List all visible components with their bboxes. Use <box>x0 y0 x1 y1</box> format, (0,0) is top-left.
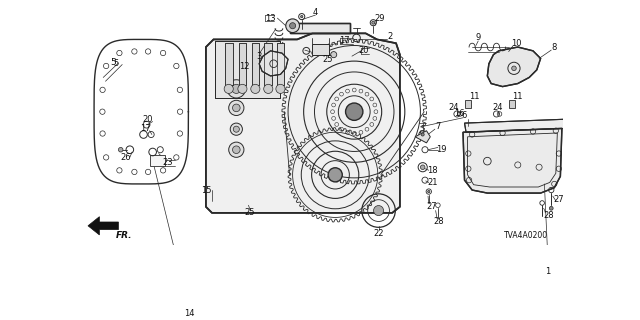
Circle shape <box>428 190 430 193</box>
Bar <box>150 155 165 166</box>
Bar <box>264 43 272 85</box>
Text: 23: 23 <box>163 158 173 167</box>
Bar <box>312 44 329 55</box>
Circle shape <box>251 84 260 93</box>
Text: 29: 29 <box>374 14 385 23</box>
Polygon shape <box>415 131 430 143</box>
Text: 21: 21 <box>428 178 438 187</box>
Circle shape <box>328 168 342 182</box>
Circle shape <box>421 133 424 136</box>
Circle shape <box>420 165 425 170</box>
Circle shape <box>372 21 375 24</box>
Text: 3: 3 <box>257 52 262 61</box>
Circle shape <box>374 205 383 216</box>
Text: 8: 8 <box>552 43 557 52</box>
Circle shape <box>227 80 246 98</box>
Text: 26: 26 <box>120 153 131 162</box>
Text: 11: 11 <box>469 92 479 101</box>
Text: 12: 12 <box>239 61 249 70</box>
Text: 25: 25 <box>323 55 333 64</box>
Text: 5: 5 <box>113 59 119 68</box>
Text: 4: 4 <box>313 8 318 17</box>
Circle shape <box>232 146 240 154</box>
Circle shape <box>232 104 240 112</box>
Circle shape <box>331 52 337 58</box>
Polygon shape <box>463 128 562 193</box>
Text: 18: 18 <box>428 166 438 175</box>
Text: 27: 27 <box>426 202 437 211</box>
Text: 11: 11 <box>513 92 523 101</box>
Circle shape <box>512 66 516 71</box>
Bar <box>225 43 232 85</box>
Circle shape <box>286 19 300 33</box>
Polygon shape <box>88 217 118 235</box>
Text: 27: 27 <box>554 195 564 204</box>
Text: 1: 1 <box>545 267 551 276</box>
Bar <box>215 41 280 98</box>
Text: 20: 20 <box>143 115 154 124</box>
Text: 14: 14 <box>184 309 195 318</box>
Text: 9: 9 <box>476 33 481 43</box>
Polygon shape <box>465 119 565 132</box>
Circle shape <box>346 103 363 120</box>
Text: 16: 16 <box>454 109 465 118</box>
Circle shape <box>228 100 244 116</box>
Circle shape <box>289 23 296 29</box>
Bar <box>252 43 259 85</box>
Polygon shape <box>487 47 541 87</box>
Text: 17: 17 <box>339 36 349 45</box>
Text: 25: 25 <box>244 208 255 217</box>
Bar <box>252 43 259 85</box>
Bar <box>239 43 246 85</box>
Text: 2: 2 <box>387 32 392 41</box>
Text: 22: 22 <box>373 229 384 238</box>
Circle shape <box>228 142 244 157</box>
Text: 17: 17 <box>140 124 150 133</box>
Bar <box>225 43 232 85</box>
Text: 20: 20 <box>359 46 369 55</box>
Bar <box>509 100 515 108</box>
Circle shape <box>234 126 239 132</box>
Circle shape <box>264 84 273 93</box>
Circle shape <box>224 84 234 93</box>
Text: 13: 13 <box>265 14 276 23</box>
Text: 7: 7 <box>435 123 440 132</box>
Circle shape <box>230 123 243 135</box>
Bar <box>465 100 472 108</box>
Text: TVA4A0200: TVA4A0200 <box>504 231 548 240</box>
Polygon shape <box>289 23 351 33</box>
Text: 6: 6 <box>462 111 467 120</box>
Circle shape <box>232 84 241 93</box>
Bar <box>215 41 280 98</box>
Text: 24: 24 <box>449 103 459 112</box>
Circle shape <box>549 206 553 210</box>
Text: 10: 10 <box>511 39 522 48</box>
Text: 19: 19 <box>436 145 447 154</box>
Bar <box>276 43 284 85</box>
Text: 24: 24 <box>493 103 503 112</box>
Bar <box>264 43 272 85</box>
Text: 28: 28 <box>433 218 444 227</box>
Text: 28: 28 <box>543 212 554 220</box>
Circle shape <box>118 148 123 152</box>
Polygon shape <box>259 51 288 76</box>
Bar <box>239 43 246 85</box>
Polygon shape <box>206 33 400 213</box>
Bar <box>276 43 284 85</box>
Circle shape <box>238 84 247 93</box>
Circle shape <box>276 84 285 93</box>
Circle shape <box>301 15 303 18</box>
Text: 5: 5 <box>110 58 116 67</box>
Text: 15: 15 <box>201 186 211 195</box>
Text: FR.: FR. <box>116 231 132 240</box>
